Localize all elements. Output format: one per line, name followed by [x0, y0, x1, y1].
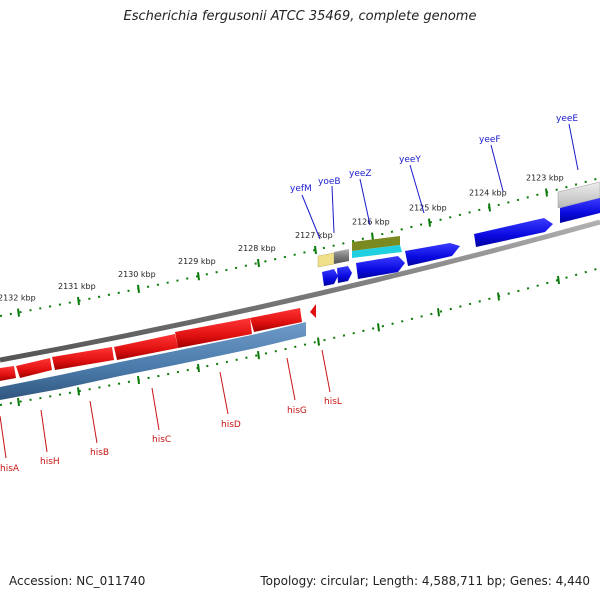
gene-hisD[interactable]: [175, 318, 252, 348]
reverse-gene-labels: hisL hisG hisD hisC hisB hisH hisA: [0, 349, 342, 474]
kbp-label: 2131 kbp: [58, 282, 96, 291]
inner-major-tick: [17, 397, 20, 407]
feature-small-1[interactable]: [322, 269, 338, 286]
outer-major-tick: [488, 203, 491, 212]
steel-track: [0, 322, 306, 400]
gene-yeeZ-b[interactable]: [352, 245, 402, 258]
gene-label-yeeF: yeeF: [479, 135, 501, 145]
inner-major-tick: [497, 292, 500, 301]
kbp-label: 2123 kbp: [526, 174, 564, 183]
gene-yeeZ[interactable]: [352, 236, 400, 251]
gene-label-hisG: hisG: [287, 406, 307, 416]
gene-yeeY[interactable]: [356, 256, 405, 279]
forward-gene-labels: yefM yoeB yeeZ yeeY yeeF yeeE: [290, 114, 579, 240]
inner-major-tick: [437, 308, 440, 317]
kbp-labels: 2132 kbp 2131 kbp 2130 kbp 2129 kbp 2128 kbp…: [0, 174, 564, 303]
outer-major-tick: [545, 188, 548, 197]
gene-label-hisL: hisL: [324, 397, 342, 407]
gene-label-yoeB: yoeB: [318, 177, 341, 187]
outer-major-tick: [371, 232, 374, 241]
outer-major-tick: [428, 218, 431, 227]
outer-major-tick: [77, 296, 80, 306]
inner-major-tick: [77, 387, 80, 396]
gene-hisC[interactable]: [114, 334, 178, 360]
gene-label-yeeY: yeeY: [399, 155, 421, 165]
inner-major-ticks: [17, 275, 560, 407]
inner-major-tick: [317, 337, 320, 346]
map-title: Escherichia fergusonii ATCC 35469, compl…: [123, 9, 477, 24]
gene-hisL[interactable]: [310, 304, 316, 318]
outer-major-tick: [197, 272, 200, 281]
gene-yeeE[interactable]: [557, 181, 600, 209]
outer-major-tick: [17, 308, 20, 317]
inner-major-tick: [377, 323, 380, 332]
gene-yeeF[interactable]: [405, 243, 460, 266]
kbp-label: 2126 kbp: [352, 218, 390, 227]
gene-label-hisC: hisC: [152, 435, 171, 445]
forward-strand-features: [317, 181, 600, 286]
outer-major-tick: [257, 258, 260, 268]
gene-yeeE-seg[interactable]: [474, 218, 553, 247]
kbp-label: 2132 kbp: [0, 294, 36, 303]
gene-label-hisH: hisH: [40, 457, 60, 467]
gene-hisH[interactable]: [16, 358, 52, 378]
inner-major-tick: [137, 375, 140, 385]
feature-small-2[interactable]: [337, 266, 352, 283]
accession-text: Accession: NC_011740: [9, 574, 146, 588]
gene-label-hisB: hisB: [90, 448, 109, 458]
outer-major-tick: [314, 245, 317, 255]
gene-hisA[interactable]: [0, 366, 16, 381]
gene-yefM[interactable]: [317, 252, 335, 268]
inner-major-tick: [197, 363, 200, 373]
gene-label-yeeE: yeeE: [556, 114, 578, 124]
inner-major-tick: [557, 275, 560, 285]
gene-yoeB[interactable]: [334, 249, 349, 264]
gene-label-hisA: hisA: [0, 464, 20, 474]
gene-label-yefM: yefM: [290, 184, 312, 194]
kbp-label: 2130 kbp: [118, 270, 156, 279]
gene-label-hisD: hisD: [221, 420, 241, 430]
outer-major-tick: [137, 284, 140, 293]
kbp-label: 2127 kbp: [295, 231, 333, 240]
kbp-label: 2128 kbp: [238, 244, 276, 253]
topology-text: Topology: circular; Length: 4,588,711 bp…: [260, 574, 590, 588]
gene-label-yeeZ: yeeZ: [349, 169, 372, 179]
reverse-strand-features: [0, 304, 316, 400]
kbp-label: 2129 kbp: [178, 257, 216, 266]
gene-hisB[interactable]: [52, 347, 114, 370]
kbp-label: 2125 kbp: [409, 204, 447, 213]
inner-major-tick: [257, 351, 260, 360]
gene-yeeE-blue[interactable]: [560, 198, 600, 223]
outer-major-ticks: [17, 188, 548, 317]
kbp-label: 2124 kbp: [469, 188, 507, 197]
genome-backbone: [0, 219, 600, 363]
gene-hisG[interactable]: [250, 308, 302, 332]
